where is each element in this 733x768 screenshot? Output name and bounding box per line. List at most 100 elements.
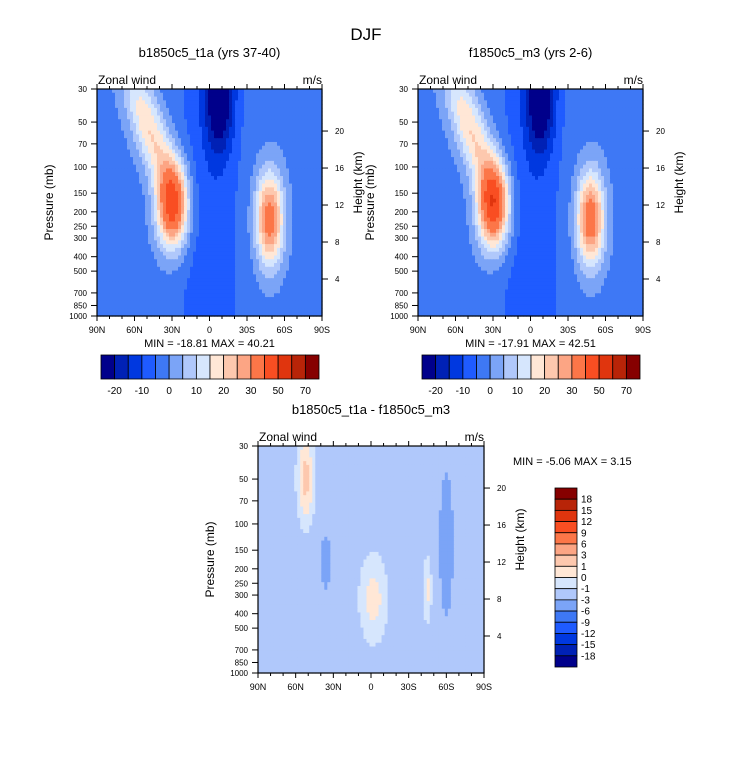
contour-cell	[148, 89, 152, 94]
contour-cell	[292, 270, 296, 275]
contour-cell	[163, 141, 167, 147]
contour-cell	[532, 92, 536, 98]
contour-cell	[169, 278, 173, 283]
contour-cell	[142, 202, 146, 207]
contour-cell	[166, 308, 170, 313]
contour-cell	[181, 160, 185, 166]
contour-cell	[154, 210, 158, 215]
contour-cell	[262, 145, 266, 151]
contour-cell	[274, 134, 278, 139]
contour-cell	[268, 134, 272, 139]
contour-cell	[121, 240, 125, 245]
contour-cell	[181, 304, 185, 310]
contour-cell	[463, 89, 467, 94]
contour-cell	[193, 168, 197, 173]
contour-cell	[139, 251, 143, 257]
contour-cell	[592, 92, 596, 98]
contour-cell	[307, 213, 311, 219]
contour-cell	[292, 263, 296, 268]
contour-cell	[313, 138, 317, 143]
contour-cell	[187, 191, 191, 196]
contour-cell	[289, 312, 293, 317]
contour-cell	[118, 225, 122, 230]
contour-cell	[319, 96, 323, 101]
contour-cell	[196, 255, 200, 260]
contour-cell	[130, 232, 134, 238]
contour-cell	[199, 297, 203, 302]
contour-cell	[181, 312, 185, 317]
contour-cell	[235, 270, 239, 275]
contour-cell	[127, 263, 131, 268]
contour-cell	[229, 266, 233, 272]
contour-cell	[196, 244, 200, 249]
contour-cell	[223, 206, 227, 211]
contour-cell	[292, 244, 296, 249]
contour-cell	[193, 213, 197, 219]
contour-cell	[160, 187, 164, 192]
contour-cell	[136, 145, 140, 151]
contour-cell	[151, 210, 155, 215]
contour-cell	[271, 293, 275, 298]
contour-cell	[277, 138, 281, 143]
contour-cell	[190, 92, 194, 98]
contour-cell	[427, 89, 431, 94]
contour-cell	[286, 134, 290, 139]
contour-cell	[310, 164, 314, 170]
contour-cell	[175, 119, 179, 124]
contour-cell	[130, 115, 134, 120]
contour-cell	[133, 119, 137, 124]
contour-cell	[118, 210, 122, 215]
contour-cell	[175, 221, 179, 226]
contour-cell	[238, 104, 242, 109]
contour-cell	[133, 153, 137, 158]
contour-cell	[115, 270, 119, 275]
colorbar-box	[236, 354, 252, 380]
contour-cell	[154, 297, 158, 302]
contour-cell	[238, 228, 242, 234]
contour-cell	[112, 100, 116, 105]
contour-cell	[199, 293, 203, 298]
contour-cell	[301, 270, 305, 275]
contour-cell	[556, 89, 560, 94]
contour-cell	[172, 304, 176, 310]
contour-cell	[175, 111, 179, 117]
contour-cell	[190, 164, 194, 170]
contour-cell	[157, 134, 161, 139]
contour-cell	[145, 278, 149, 283]
contour-cell	[112, 168, 116, 173]
contour-cell	[298, 157, 302, 162]
contour-cell	[136, 247, 140, 253]
contour-cell	[157, 119, 161, 124]
contour-cell	[313, 145, 317, 151]
contour-cell	[130, 160, 134, 166]
contour-cell	[157, 179, 161, 185]
contour-cell	[418, 107, 422, 113]
contour-cell	[283, 149, 287, 154]
contour-cell	[304, 126, 308, 132]
contour-cell	[196, 89, 200, 94]
contour-cell	[253, 130, 257, 135]
contour-cell	[193, 228, 197, 234]
contour-cell	[211, 308, 215, 313]
contour-cell	[247, 312, 251, 317]
contour-cell	[181, 153, 185, 158]
contour-cell	[118, 213, 122, 219]
contour-cell	[247, 138, 251, 143]
contour-cell	[106, 104, 110, 109]
contour-cell	[202, 130, 206, 135]
y-tick-label: 250	[74, 222, 88, 231]
contour-cell	[181, 293, 185, 298]
contour-cell	[223, 297, 227, 302]
contour-cell	[169, 308, 173, 313]
contour-cell	[484, 92, 488, 98]
contour-cell	[136, 104, 140, 109]
contour-cell	[232, 244, 236, 249]
contour-cell	[310, 187, 314, 192]
contour-cell	[187, 293, 191, 298]
contour-cell	[115, 141, 119, 147]
contour-cell	[115, 255, 119, 260]
contour-cell	[229, 89, 233, 94]
contour-cell	[166, 259, 170, 264]
contour-cell	[145, 115, 149, 120]
contour-cell	[298, 270, 302, 275]
